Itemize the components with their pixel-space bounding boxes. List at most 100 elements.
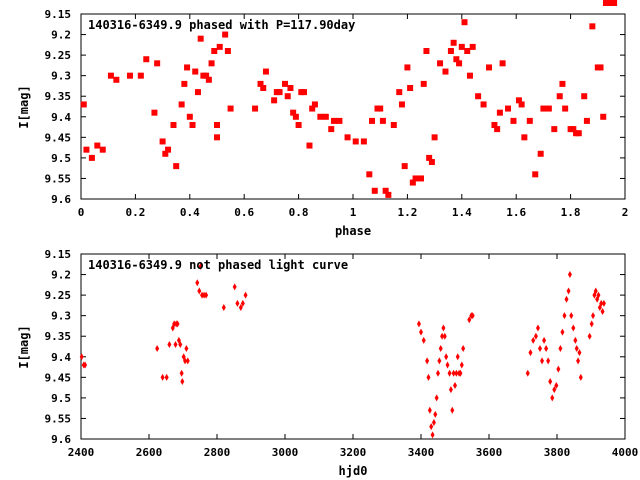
phased-data-point: [224, 48, 231, 54]
phased-data-point: [143, 56, 150, 63]
phased-data-point: [290, 109, 297, 116]
unphased-data-point: [577, 349, 582, 357]
phased-y-tick-label: 9.35: [45, 90, 72, 103]
phased-data-point: [214, 134, 220, 141]
phased-data-point: [456, 60, 463, 67]
unphased-data-point: [548, 377, 553, 385]
unphased-data-point: [195, 279, 200, 287]
phased-data-point: [165, 146, 172, 153]
unphased-data-point: [173, 340, 178, 348]
unphased-data-point: [232, 283, 237, 291]
unphased-data-point: [235, 299, 240, 307]
phased-data-point: [407, 85, 414, 91]
unphased-data-point: [601, 299, 606, 307]
phased-data-point: [420, 80, 427, 87]
unphased-data-point: [243, 291, 248, 299]
phased-x-tick-label: 1.4: [452, 206, 472, 219]
phased-data-points: [80, 0, 618, 198]
unphased-data-point: [434, 394, 439, 402]
unphased-data-point: [596, 291, 601, 299]
unphased-x-tick-label: 3600: [476, 446, 503, 459]
phased-data-point: [126, 72, 133, 79]
unphased-data-point: [593, 287, 598, 295]
unphased-x-tick-label: 3400: [408, 446, 435, 459]
phased-data-point: [398, 101, 405, 108]
unphased-data-point: [569, 312, 574, 320]
unphased-x-tick-label: 3000: [272, 446, 299, 459]
unphased-data-point: [550, 394, 555, 402]
unphased-y-tick-label: 9.25: [45, 289, 72, 302]
unphased-data-point: [421, 336, 426, 344]
unphased-data-point: [448, 386, 453, 394]
unphased-data-point: [221, 303, 226, 311]
phased-data-point: [178, 101, 185, 108]
unphased-x-tick-label: 2600: [136, 446, 163, 459]
phased-data-point: [80, 101, 87, 108]
unphased-data-point: [535, 324, 540, 332]
phased-data-point: [447, 48, 454, 54]
phased-data-point: [423, 48, 430, 54]
phased-data-point: [453, 56, 460, 63]
phased-data-point: [107, 72, 114, 79]
unphased-data-point: [437, 357, 442, 365]
phased-y-tick-label: 9.2: [51, 29, 71, 42]
phased-data-point: [88, 154, 95, 161]
unphased-data-point: [578, 373, 583, 381]
phased-axis-ticks: 0 0.2 0.4 0.6 0.8 1 1.2 1.4 1.6 1.8 2 9.15 9.2 9.25 9.…: [45, 8, 629, 219]
unphased-data-point: [567, 271, 572, 279]
unphased-data-point: [546, 357, 551, 365]
unphased-data-point: [83, 361, 88, 369]
unphased-data-point: [436, 369, 440, 377]
unphased-chart-title: 140316-6349.9 not phased light curve: [88, 258, 348, 272]
unphased-data-point: [528, 349, 533, 357]
phased-data-point: [317, 113, 324, 120]
unphased-data-point: [459, 361, 464, 369]
phased-y-tick-label: 9.5: [51, 152, 71, 165]
phased-data-point: [306, 142, 313, 149]
phased-data-point: [385, 191, 392, 198]
unphased-data-point: [454, 369, 459, 377]
unphased-data-point: [470, 312, 475, 320]
phased-data-point: [597, 64, 604, 71]
phased-data-point: [505, 105, 512, 112]
unphased-data-point: [184, 345, 189, 353]
phased-data-point: [94, 142, 101, 149]
phased-data-point: [222, 31, 229, 38]
unphased-y-tick-label: 9.6: [51, 433, 71, 446]
phased-data-point: [486, 64, 492, 71]
phased-data-point: [311, 101, 318, 108]
unphased-data-point: [533, 332, 538, 340]
unphased-data-point: [599, 299, 604, 307]
unphased-data-point: [467, 316, 472, 324]
phased-data-point: [559, 80, 566, 87]
phased-data-point: [214, 122, 220, 128]
phased-data-point: [216, 43, 223, 50]
unphased-data-point: [175, 320, 180, 328]
phased-data-point: [205, 76, 212, 83]
phased-data-point: [137, 72, 144, 79]
unphased-y-tick-label: 9.2: [51, 269, 71, 282]
unphased-data-point: [540, 357, 545, 365]
phased-data-point: [328, 126, 335, 133]
phased-x-tick-label: 0.6: [234, 206, 254, 219]
unphased-data-point: [453, 382, 457, 390]
phased-data-point: [396, 89, 403, 96]
unphased-data-point: [587, 332, 592, 340]
phased-data-point: [371, 187, 378, 194]
unphased-data-point: [200, 291, 205, 299]
phased-data-point: [173, 163, 180, 170]
unphased-data-point: [455, 353, 460, 361]
unphased-data-point: [566, 287, 571, 295]
phased-data-point: [600, 113, 607, 120]
phased-data-point: [450, 39, 457, 46]
unphased-data-point: [197, 287, 202, 295]
phased-y-tick-label: 9.4: [51, 111, 71, 124]
phased-data-point: [458, 43, 465, 50]
phased-y-tick-label: 9.6: [51, 193, 71, 206]
phased-data-point: [154, 60, 161, 67]
unphased-data-point: [419, 328, 423, 336]
unphased-data-point: [167, 340, 172, 348]
phased-data-point: [464, 48, 471, 54]
unphased-data-point: [202, 291, 207, 299]
unphased-x-tick-label: 2400: [68, 446, 95, 459]
